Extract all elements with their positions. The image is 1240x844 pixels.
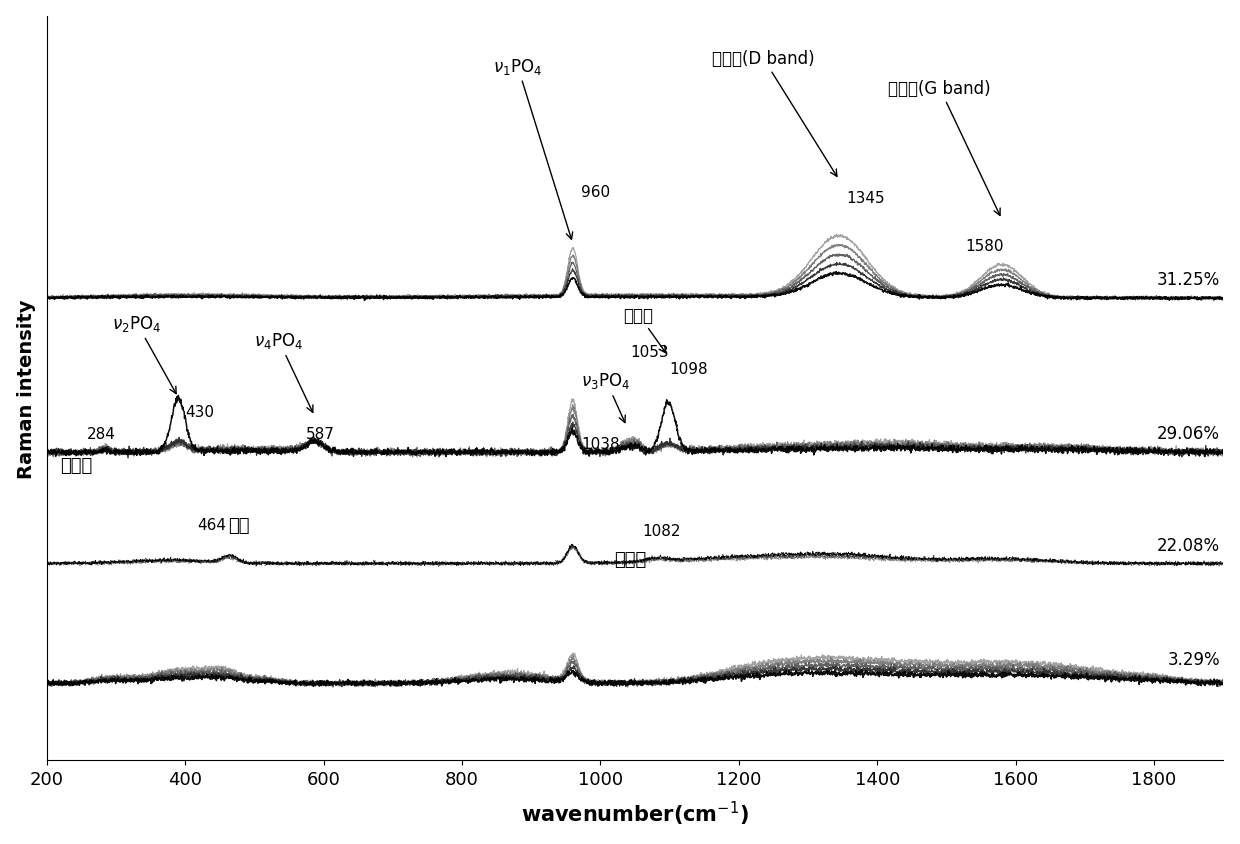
Text: $\nu_2$PO$_4$: $\nu_2$PO$_4$ bbox=[112, 314, 176, 394]
Y-axis label: Raman intensity: Raman intensity bbox=[16, 299, 36, 479]
Text: 464: 464 bbox=[197, 518, 227, 533]
Text: 29.06%: 29.06% bbox=[1157, 425, 1220, 443]
Text: 1038: 1038 bbox=[582, 436, 620, 452]
Text: 1082: 1082 bbox=[642, 524, 681, 538]
X-axis label: wavenumber(cm$^{-1}$): wavenumber(cm$^{-1}$) bbox=[521, 799, 749, 827]
Text: 1098: 1098 bbox=[670, 361, 708, 376]
Text: 587: 587 bbox=[306, 426, 335, 441]
Text: 960: 960 bbox=[582, 184, 610, 199]
Text: $\nu_3$PO$_4$: $\nu_3$PO$_4$ bbox=[582, 371, 631, 423]
Text: $\nu_1$PO$_4$: $\nu_1$PO$_4$ bbox=[492, 57, 573, 240]
Text: 方解石: 方解石 bbox=[61, 457, 93, 474]
Text: 284: 284 bbox=[87, 426, 115, 441]
Text: 无序碳(G band): 无序碳(G band) bbox=[888, 80, 1001, 216]
Text: 无序碳(D band): 无序碳(D band) bbox=[712, 50, 837, 177]
Text: 方解石: 方解石 bbox=[614, 550, 646, 569]
Text: 430: 430 bbox=[185, 404, 215, 419]
Text: 1053: 1053 bbox=[630, 344, 668, 360]
Text: 31.25%: 31.25% bbox=[1157, 271, 1220, 289]
Text: 石英: 石英 bbox=[228, 517, 249, 534]
Text: 白云石: 白云石 bbox=[624, 306, 666, 354]
Text: 22.08%: 22.08% bbox=[1157, 536, 1220, 554]
Text: $\nu_4$PO$_4$: $\nu_4$PO$_4$ bbox=[254, 331, 312, 413]
Text: 1345: 1345 bbox=[846, 191, 885, 205]
Text: 1580: 1580 bbox=[965, 238, 1004, 253]
Text: 3.29%: 3.29% bbox=[1167, 651, 1220, 668]
